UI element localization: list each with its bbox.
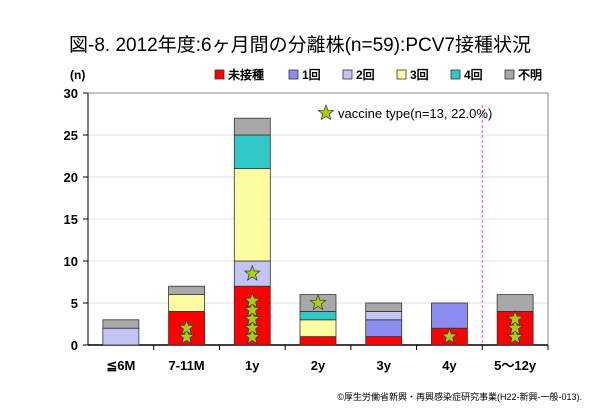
vaccine-type-star <box>243 319 261 336</box>
y-tick-label: 15 <box>64 212 78 227</box>
vaccine-type-star <box>243 310 261 327</box>
y-tick-label: 20 <box>64 170 78 185</box>
vaccine-type-star <box>178 327 196 345</box>
y-tick-label: 25 <box>64 128 78 143</box>
y-tick-label: 10 <box>64 254 78 269</box>
legend-star-icon <box>317 104 335 121</box>
bar-segment <box>299 319 337 337</box>
bar-segment <box>365 302 403 312</box>
bar-segment <box>168 285 205 296</box>
legend-swatch <box>396 69 407 80</box>
legend-swatch <box>214 69 225 80</box>
legend-label: 未接種 <box>227 67 264 82</box>
vaccine-type-annotation: vaccine type(n=13, 22.0%) <box>338 106 492 121</box>
x-tick-label: 3y <box>376 358 391 373</box>
y-axis-label: (n) <box>70 68 85 82</box>
vaccine-type-star <box>243 264 261 281</box>
x-tick-label: 2y <box>311 358 326 373</box>
vaccine-type-star <box>440 327 458 344</box>
vaccine-type-star <box>243 292 261 309</box>
vaccine-type-star <box>243 301 261 318</box>
bar-segment <box>365 336 403 346</box>
y-tick-label: 5 <box>71 296 78 311</box>
legend-label: 1回 <box>302 68 321 82</box>
bar-segment <box>299 336 337 346</box>
vaccine-type-star <box>309 294 327 311</box>
legend-label: 不明 <box>518 68 542 82</box>
legend-swatch <box>288 69 299 80</box>
x-tick-label: 7-11M <box>169 358 205 373</box>
legend-swatch <box>342 69 353 80</box>
bar-segment <box>365 319 403 337</box>
vaccine-type-star <box>243 328 261 345</box>
bar-segment <box>233 117 271 136</box>
x-tick-label: 1y <box>245 358 260 373</box>
footer-credit: ©厚生労働省新興・再興感染症研究事業(H22-新興-一般-013). <box>337 392 582 402</box>
chart-title: 図-8. 2012年度:6ヶ月間の分離株(n=59):PCV7接種状況 <box>69 35 531 56</box>
x-tick-label: ≦6M <box>106 358 135 373</box>
y-tick-label: 30 <box>64 86 78 101</box>
bar-segment <box>299 310 337 321</box>
bar-segment <box>365 310 403 321</box>
x-tick-label: 4y <box>442 358 457 373</box>
legend-swatch <box>504 69 515 80</box>
vaccine-type-star <box>506 309 524 327</box>
bar-segment <box>233 168 271 262</box>
legend-label: 4回 <box>464 68 483 82</box>
vaccine-type-star <box>178 318 196 336</box>
legend-swatch <box>450 69 461 80</box>
bar-segment <box>102 327 140 346</box>
x-tick-label: 5～12y <box>494 358 537 373</box>
legend-label: 2回 <box>356 68 375 82</box>
bar-segment <box>102 319 140 329</box>
vaccine-type-star <box>506 327 524 345</box>
vaccine-type-star <box>506 318 524 336</box>
bar-segment <box>431 302 468 329</box>
legend-label: 3回 <box>410 68 429 82</box>
bar-segment <box>168 294 205 312</box>
bar-segment <box>496 294 534 312</box>
bar-segment <box>233 134 271 169</box>
y-tick-label: 0 <box>71 338 78 353</box>
